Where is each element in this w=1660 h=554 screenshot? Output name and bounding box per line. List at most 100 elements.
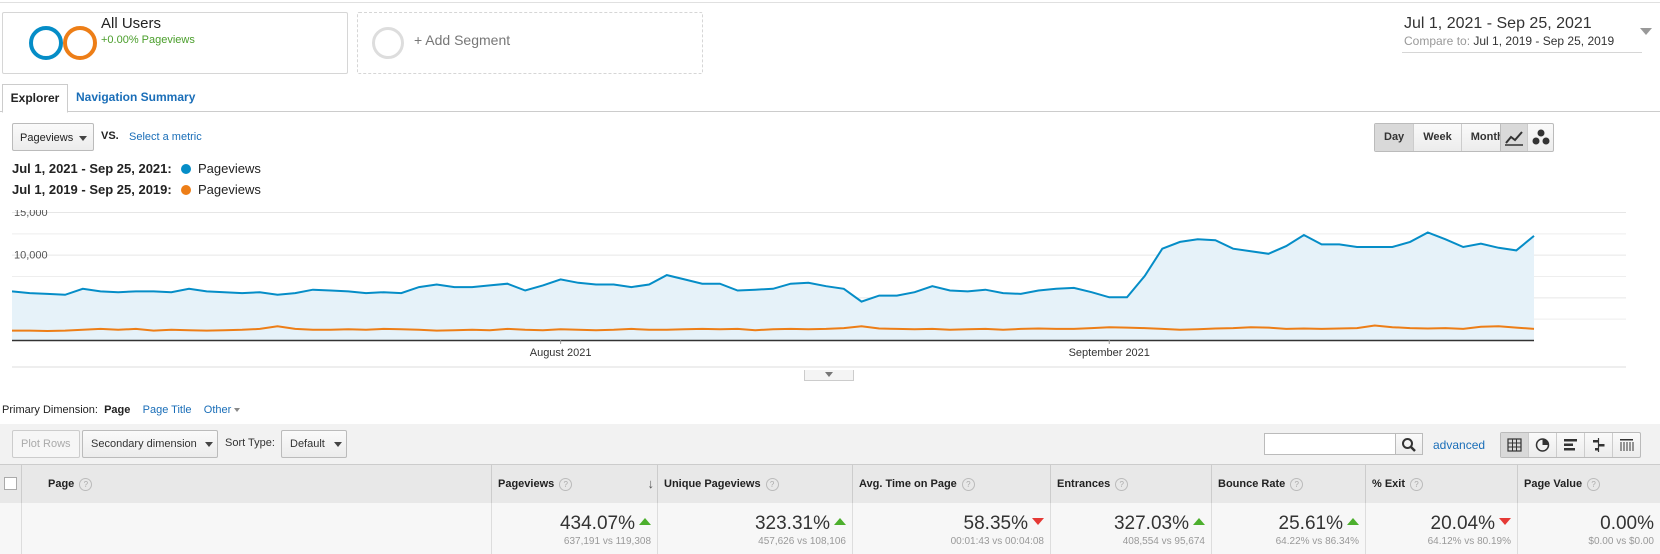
column-label: Pageviews <box>498 478 555 490</box>
column-header-exit[interactable]: % Exit? <box>1365 465 1517 503</box>
help-icon[interactable]: ? <box>1290 477 1304 491</box>
plot-rows-button[interactable]: Plot Rows <box>12 430 80 458</box>
legend-dot-current <box>181 164 191 174</box>
search-icon <box>1402 438 1416 452</box>
total-comparison: $0.00 vs $0.00 <box>1588 536 1654 547</box>
arrow-up-icon <box>1347 518 1359 526</box>
chevron-down-icon <box>79 136 87 141</box>
total-value: 327.03% <box>1051 513 1205 535</box>
totals-unique-pageviews-cell: 323.31% 457,626 vs 108,106 <box>657 503 852 554</box>
column-header-avg-time[interactable]: Avg. Time on Page? <box>852 465 1050 503</box>
totals-avg-time-cell: 58.35% 00:01:43 vs 00:04:08 <box>852 503 1050 554</box>
empty-segment-icon <box>372 27 404 59</box>
total-comparison: 408,554 vs 95,674 <box>1122 536 1205 547</box>
help-icon[interactable]: ? <box>559 477 573 491</box>
legend-period-previous: Jul 1, 2019 - Sep 25, 2019: <box>12 182 172 197</box>
help-icon[interactable]: ? <box>1410 477 1424 491</box>
month-button[interactable]: Month <box>1470 131 1504 143</box>
sort-desc-icon: ↓ <box>647 476 655 491</box>
sort-type-select[interactable]: Default <box>281 430 347 458</box>
help-icon[interactable]: ? <box>765 477 779 491</box>
date-range-picker[interactable]: Jul 1, 2021 - Sep 25, 2021 Compare to: J… <box>1402 14 1652 53</box>
column-label: Entrances <box>1057 478 1111 490</box>
segment-name: All Users <box>101 15 162 32</box>
comparison-view-button[interactable] <box>1585 433 1613 457</box>
help-icon[interactable]: ? <box>1587 477 1601 491</box>
total-value: 20.04% <box>1366 513 1511 535</box>
performance-view-button[interactable] <box>1557 433 1585 457</box>
column-header-unique-pageviews[interactable]: Unique Pageviews? <box>657 465 852 503</box>
metric-select[interactable]: Pageviews <box>12 123 94 151</box>
help-icon[interactable]: ? <box>79 477 93 491</box>
week-button[interactable]: Week <box>1414 124 1462 151</box>
sort-type-value: Default <box>290 438 325 450</box>
legend-metric-previous: Pageviews <box>198 182 261 197</box>
column-header-entrances[interactable]: Entrances? <box>1050 465 1211 503</box>
totals-page-cell <box>21 503 491 554</box>
chevron-down-icon <box>1640 28 1652 35</box>
granularity-buttons: Day Week Month <box>1374 123 1514 152</box>
chart-type-buttons <box>1500 123 1554 152</box>
percentage-view-button[interactable] <box>1529 433 1557 457</box>
totals-row: 434.07% 637,191 vs 119,308 323.31% 457,626 … <box>0 503 1660 554</box>
line-chart-icon <box>1505 131 1523 146</box>
total-comparison: 64.22% vs 86.34% <box>1275 536 1359 547</box>
total-comparison: 00:01:43 vs 00:04:08 <box>950 536 1044 547</box>
select-all-checkbox[interactable] <box>4 477 17 490</box>
tab-explorer[interactable]: Explorer <box>2 84 68 113</box>
column-header-page[interactable]: Page? <box>21 465 491 503</box>
date-range-compare: Compare to: Jul 1, 2019 - Sep 25, 2019 <box>1404 34 1614 48</box>
secondary-dimension-select[interactable]: Secondary dimension <box>82 430 218 458</box>
table-search-input[interactable] <box>1264 433 1396 455</box>
motion-chart-button[interactable] <box>1528 124 1554 151</box>
table-view-buttons <box>1500 432 1641 458</box>
total-percent: 58.35% <box>963 513 1028 534</box>
chevron-down-icon <box>825 372 833 377</box>
bar-chart-icon <box>1564 439 1577 451</box>
search-button[interactable] <box>1396 433 1423 455</box>
segment-all-users[interactable] <box>2 12 348 74</box>
sort-type-label: Sort Type: <box>225 437 275 449</box>
total-value: 58.35% <box>853 513 1044 535</box>
metric-select-value: Pageviews <box>20 132 74 144</box>
primary-dimension-page[interactable]: Page <box>104 404 131 416</box>
arrow-up-icon <box>1193 518 1205 526</box>
column-header-pageviews[interactable]: Pageviews? ↓ <box>491 465 657 503</box>
pivot-table-icon <box>1620 439 1634 451</box>
top-divider <box>0 2 1660 3</box>
day-button[interactable]: Day <box>1375 124 1415 151</box>
legend-dot-previous <box>181 185 191 195</box>
segment-subtitle: +0.00% Pageviews <box>101 34 195 46</box>
add-segment-button[interactable]: + Add Segment <box>357 12 703 74</box>
segment-ring-blue-icon <box>29 26 63 60</box>
column-label: Unique Pageviews <box>664 478 761 490</box>
legend-period-current: Jul 1, 2021 - Sep 25, 2021: <box>12 161 172 176</box>
column-header-page-value[interactable]: Page Value? <box>1517 465 1660 503</box>
primary-dimension-other[interactable]: Other <box>203 404 232 416</box>
arrow-up-icon <box>639 518 651 526</box>
totals-entrances-cell: 327.03% 408,554 vs 95,674 <box>1050 503 1211 554</box>
total-comparison: 457,626 vs 108,106 <box>758 536 846 547</box>
help-icon[interactable]: ? <box>961 477 975 491</box>
total-comparison: 64.12% vs 80.19% <box>1427 536 1511 547</box>
column-header-bounce-rate[interactable]: Bounce Rate? <box>1211 465 1365 503</box>
select-metric-link[interactable]: Select a metric <box>129 131 202 143</box>
primary-dimension-page-title[interactable]: Page Title <box>142 404 192 416</box>
total-value: 434.07% <box>492 513 651 535</box>
tabs-divider <box>0 111 1660 112</box>
chart-resize-handle[interactable] <box>804 370 854 381</box>
bubble-chart-icon <box>1532 129 1550 145</box>
tab-navigation-summary[interactable]: Navigation Summary <box>76 90 196 104</box>
line-chart-button[interactable] <box>1501 124 1528 151</box>
total-value: 0.00% <box>1518 513 1654 535</box>
series-previous-line <box>12 324 1535 333</box>
pivot-view-button[interactable] <box>1613 433 1640 457</box>
total-percent: 327.03% <box>1113 513 1189 534</box>
segment-ring-orange-icon <box>63 26 97 60</box>
comparison-icon <box>1593 438 1605 452</box>
help-icon[interactable]: ? <box>1115 477 1129 491</box>
add-segment-label: + Add Segment <box>414 32 511 48</box>
data-table-view-button[interactable] <box>1501 433 1529 457</box>
advanced-filter-link[interactable]: advanced <box>1433 438 1486 452</box>
